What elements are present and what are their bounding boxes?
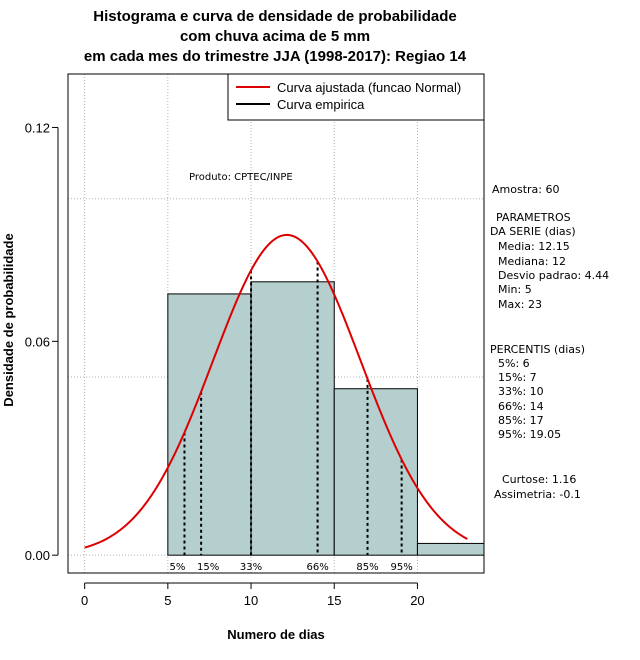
param-mean: Media: 12.15 [498, 240, 570, 253]
percentile-label: 95% [391, 562, 413, 573]
title-line-1: Histograma e curva de densidade de proba… [93, 8, 456, 25]
x-tick-label: 10 [244, 593, 258, 608]
legend-label-normal: Curva ajustada (funcao Normal) [277, 80, 461, 95]
normal-curve [84, 233, 468, 549]
histogram-bar [416, 542, 485, 556]
percentile-label: 33% [240, 562, 262, 573]
histogram-bar [250, 281, 335, 556]
kurtosis: Curtose: 1.16 [502, 473, 576, 486]
x-tick-label: 15 [327, 593, 341, 608]
param-median: Mediana: 12 [498, 255, 566, 268]
statistics-panel: Amostra: 60 PARAMETROS DA SERIE (dias) M… [490, 183, 609, 501]
percentile-66: 66%: 14 [498, 400, 544, 413]
histogram-bar [333, 388, 418, 556]
parameters-subheading: DA SERIE (dias) [490, 225, 576, 238]
skewness: Assimetria: -0.1 [494, 488, 581, 501]
percentile-lines [183, 261, 403, 556]
param-std-dev: Desvio padrao: 4.44 [498, 269, 609, 282]
x-tick-label: 0 [81, 593, 88, 608]
legend-box [227, 73, 485, 121]
y-tick-label: 0.00 [25, 548, 50, 563]
histogram-bars [167, 281, 485, 556]
percentile-95: 95%: 19.05 [498, 428, 561, 441]
percentile-label: 5% [170, 562, 186, 573]
y-axis-label: Densidade de probabilidade [1, 233, 16, 406]
x-axis: 0 5 10 15 20 [81, 582, 425, 608]
title-line-3: em cada mes do trimestre JJA (1998-2017)… [84, 48, 467, 65]
percentile-15: 15%: 7 [498, 371, 537, 384]
legend-label-empirical: Curva empirica [277, 97, 365, 112]
percentile-labels: 5% 15% 33% 66% 85% 95% [170, 562, 413, 573]
percentile-33: 33%: 10 [498, 385, 544, 398]
x-axis-label: Numero de dias [227, 627, 325, 642]
y-tick-label: 0.06 [25, 334, 50, 349]
x-tick-label: 5 [164, 593, 171, 608]
percentile-85: 85%: 17 [498, 414, 544, 427]
chart-title: Histograma e curva de densidade de proba… [84, 8, 467, 65]
y-tick-label: 0.12 [25, 120, 50, 135]
param-max: Max: 23 [498, 298, 542, 311]
x-tick-label: 20 [410, 593, 424, 608]
legend: Curva ajustada (funcao Normal) Curva emp… [227, 73, 485, 121]
histogram-bar [167, 293, 252, 556]
percentile-label: 85% [356, 562, 378, 573]
title-line-2: com chuva acima de 5 mm [180, 28, 370, 45]
parameters-heading: PARAMETROS [496, 211, 571, 224]
percentiles-heading: PERCENTIS (dias) [490, 343, 585, 356]
param-min: Min: 5 [498, 283, 532, 296]
percentile-label: 15% [197, 562, 219, 573]
producer-annotation: Produto: CPTEC/INPE [189, 172, 293, 183]
y-axis: 0.00 0.06 0.12 [25, 120, 59, 563]
percentile-5: 5%: 6 [498, 357, 530, 370]
percentile-label: 66% [306, 562, 328, 573]
sample-size: Amostra: 60 [492, 183, 559, 196]
